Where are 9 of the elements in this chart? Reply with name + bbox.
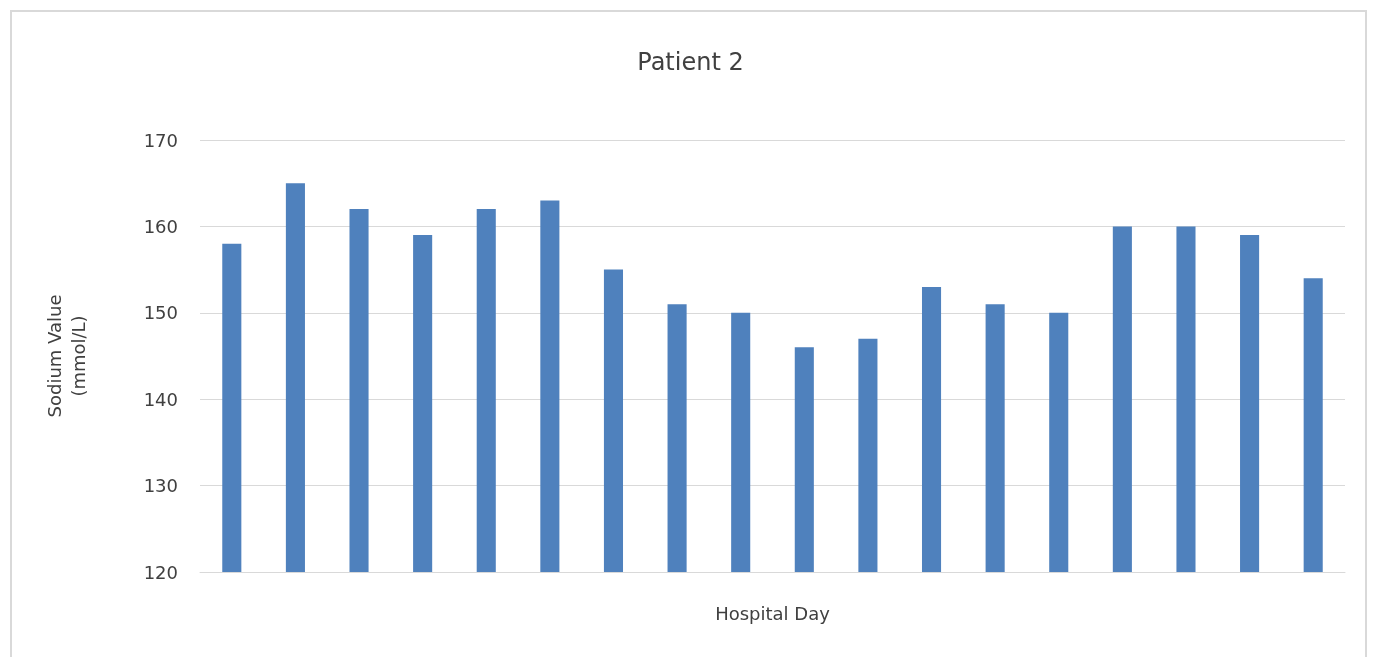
y-tick-label: 170 [143, 129, 178, 151]
chart-title: Patient 2 [637, 48, 744, 76]
y-tick-label: 150 [143, 302, 178, 324]
y-tick-label: 120 [143, 561, 178, 583]
y-tick-label: 130 [143, 475, 178, 497]
x-axis-title: Hospital Day [715, 602, 831, 624]
y-axis-title: Sodium Value (mmol/L) [43, 294, 89, 418]
y-tick-label: 140 [143, 388, 178, 410]
y-tick-label: 160 [143, 215, 178, 237]
